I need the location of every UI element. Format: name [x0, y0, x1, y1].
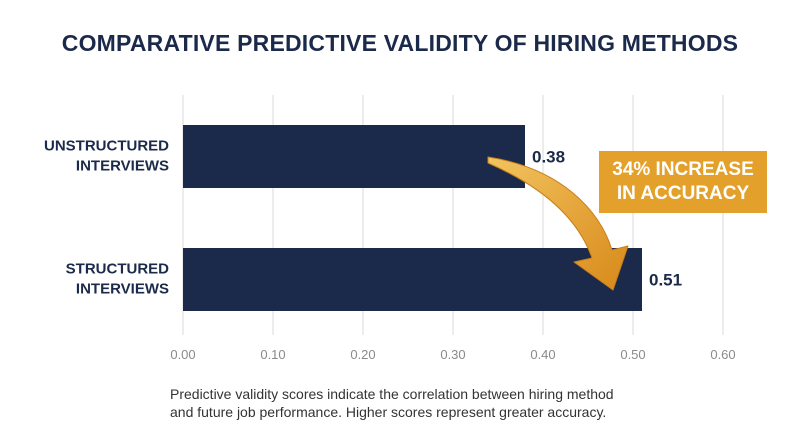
callout-line-1: 34% INCREASE [612, 159, 754, 180]
category-label-line: INTERVIEWS [76, 158, 169, 175]
bar [183, 248, 642, 311]
category-label-line: INTERVIEWS [76, 281, 169, 298]
x-tick-label: 0.30 [440, 347, 465, 362]
curved-arrow [487, 156, 629, 291]
x-tick-label: 0.20 [350, 347, 375, 362]
x-tick-label: 0.10 [260, 347, 285, 362]
x-tick-label: 0.60 [710, 347, 735, 362]
footnote: Predictive validity scores indicate the … [170, 385, 730, 421]
category-label-line: STRUCTURED [66, 261, 169, 278]
category-label: UNSTRUCTURED INTERVIEWS [44, 138, 169, 175]
x-tick-label: 0.00 [170, 347, 195, 362]
value-label: 0.51 [649, 271, 682, 290]
x-tick-label: 0.50 [620, 347, 645, 362]
bar [183, 125, 525, 188]
x-tick-label: 0.40 [530, 347, 555, 362]
chart-title: COMPARATIVE PREDICTIVE VALIDITY OF HIRIN… [61, 30, 739, 56]
accuracy-callout: 34% INCREASE IN ACCURACY [599, 151, 767, 213]
value-label: 0.38 [532, 148, 565, 167]
category-label: STRUCTURED INTERVIEWS [66, 261, 169, 298]
footnote-line-1: Predictive validity scores indicate the … [170, 386, 614, 402]
callout-line-2: IN ACCURACY [616, 183, 750, 204]
category-label-line: UNSTRUCTURED [44, 138, 169, 155]
footnote-line-2: and future job performance. Higher score… [170, 404, 607, 420]
